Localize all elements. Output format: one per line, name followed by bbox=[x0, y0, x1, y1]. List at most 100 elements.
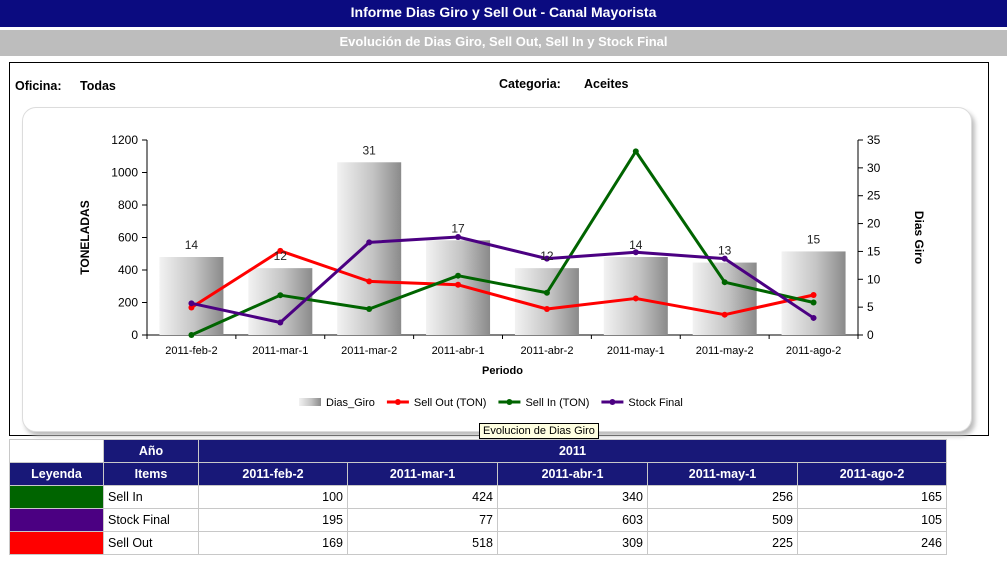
x-tick-label: 2011-abr-1 bbox=[432, 345, 485, 357]
series-point bbox=[632, 249, 639, 256]
item-label: Stock Final bbox=[103, 508, 199, 532]
item-label: Sell In bbox=[103, 485, 199, 509]
legend-marker bbox=[609, 399, 616, 405]
series-point bbox=[277, 247, 284, 254]
table-cell: 169 bbox=[198, 531, 348, 555]
series-line bbox=[191, 235, 815, 324]
left-tick-label: 400 bbox=[118, 263, 138, 277]
chart-tooltip: Evolucion de Dias Giro bbox=[479, 423, 599, 439]
series-point bbox=[366, 278, 373, 285]
left-tick-label: 600 bbox=[118, 231, 138, 245]
series-point bbox=[543, 289, 550, 296]
legend-marker bbox=[394, 399, 401, 405]
legend-header: Leyenda bbox=[9, 462, 104, 486]
categoria-label: Categoria: bbox=[499, 77, 561, 91]
series-point bbox=[455, 281, 462, 288]
data-table: Año 2011 Leyenda Items 2011-feb-2 2011-m… bbox=[9, 439, 947, 555]
x-axis-title: Periodo bbox=[482, 365, 523, 377]
legend-label: Sell In (TON) bbox=[525, 397, 589, 409]
year-value: 2011 bbox=[198, 439, 947, 463]
table-cell: 509 bbox=[647, 508, 798, 532]
series-point bbox=[455, 234, 462, 241]
table-header-row-periods: Leyenda Items 2011-feb-2 2011-mar-1 2011… bbox=[9, 462, 947, 486]
bar-data-label: 14 bbox=[629, 238, 643, 252]
right-tick-label: 10 bbox=[867, 272, 881, 286]
bar-data-label: 14 bbox=[185, 238, 199, 252]
table-row: Sell In 100 424 340 256 165 bbox=[9, 485, 947, 509]
legend-swatch bbox=[299, 398, 321, 406]
series-point bbox=[810, 299, 817, 306]
table-cell: 165 bbox=[797, 485, 947, 509]
period-header: 2011-may-1 bbox=[647, 462, 798, 486]
series-point bbox=[810, 314, 817, 321]
series-point bbox=[632, 148, 639, 155]
left-tick-label: 0 bbox=[131, 328, 138, 342]
oficina-label: Oficina: bbox=[15, 79, 62, 93]
right-tick-label: 0 bbox=[867, 328, 874, 342]
table-corner-cell bbox=[9, 439, 104, 463]
period-header: 2011-abr-1 bbox=[497, 462, 648, 486]
period-header: 2011-feb-2 bbox=[198, 462, 348, 486]
series-point bbox=[277, 319, 284, 326]
table-cell: 309 bbox=[497, 531, 648, 555]
x-tick-label: 2011-abr-2 bbox=[520, 345, 573, 357]
right-tick-label: 25 bbox=[867, 189, 881, 203]
left-tick-label: 1200 bbox=[111, 133, 138, 147]
categoria-value: Aceites bbox=[584, 77, 629, 91]
table-cell: 195 bbox=[198, 508, 348, 532]
series-point bbox=[188, 304, 195, 311]
table-row: Stock Final 195 77 603 509 105 bbox=[9, 508, 947, 532]
items-header: Items bbox=[103, 462, 199, 486]
table-cell: 518 bbox=[347, 531, 498, 555]
combo-chart: 0 200 400 600 800 1000 1200 0 5 10 15 20 25 30 35 2011-… bbox=[78, 133, 926, 409]
series-point bbox=[366, 306, 373, 312]
series-point bbox=[543, 306, 550, 312]
y2-axis-title: Dias Giro bbox=[912, 211, 926, 264]
series-point bbox=[366, 239, 373, 246]
report-title: Informe Dias Giro y Sell Out - Canal May… bbox=[0, 0, 1007, 27]
x-tick-label: 2011-mar-1 bbox=[252, 345, 308, 357]
table-cell: 105 bbox=[797, 508, 947, 532]
table-cell: 100 bbox=[198, 485, 348, 509]
period-header: 2011-mar-1 bbox=[347, 462, 498, 486]
x-tick-label: 2011-ago-2 bbox=[786, 345, 841, 357]
bar-data-label: 31 bbox=[363, 143, 377, 157]
series-point bbox=[721, 279, 728, 286]
legend-label: Sell Out (TON) bbox=[414, 397, 487, 409]
item-label: Sell Out bbox=[103, 531, 199, 555]
table-cell: 603 bbox=[497, 508, 648, 532]
legend-swatch-sell-out bbox=[9, 531, 104, 555]
x-tick-label: 2011-may-1 bbox=[607, 345, 665, 357]
table-cell: 77 bbox=[347, 508, 498, 532]
table-cell: 340 bbox=[497, 485, 648, 509]
bar bbox=[159, 257, 224, 335]
x-tick-label: 2011-mar-2 bbox=[341, 345, 397, 357]
left-tick-label: 800 bbox=[118, 198, 138, 212]
table-row: Sell Out 169 518 309 225 246 bbox=[9, 531, 947, 555]
y-axis-title: TONELADAS bbox=[78, 200, 92, 274]
series-point bbox=[543, 255, 550, 262]
period-header: 2011-ago-2 bbox=[797, 462, 947, 486]
legend-label: Stock Final bbox=[628, 397, 682, 409]
series-line bbox=[190, 249, 814, 317]
bar-data-label: 15 bbox=[807, 232, 821, 246]
series-point bbox=[188, 300, 195, 307]
right-tick-label: 35 bbox=[867, 133, 881, 147]
x-tick-label: 2011-may-2 bbox=[696, 345, 754, 357]
series-point bbox=[455, 272, 462, 279]
table-header-row-year: Año 2011 bbox=[9, 439, 947, 463]
table-cell: 256 bbox=[647, 485, 798, 509]
bar-data-label: 13 bbox=[718, 244, 732, 258]
left-tick-label: 1000 bbox=[111, 166, 138, 180]
right-tick-label: 20 bbox=[867, 217, 881, 231]
table-cell: 225 bbox=[647, 531, 798, 555]
table-cell: 424 bbox=[347, 485, 498, 509]
series-line bbox=[190, 149, 814, 337]
right-tick-label: 30 bbox=[867, 161, 881, 175]
series-point bbox=[188, 332, 195, 338]
series-point bbox=[810, 292, 817, 299]
legend-swatch-stock-final bbox=[9, 508, 104, 532]
series-point bbox=[632, 295, 639, 302]
bar bbox=[514, 268, 579, 335]
x-tick-label: 2011-feb-2 bbox=[165, 345, 217, 357]
